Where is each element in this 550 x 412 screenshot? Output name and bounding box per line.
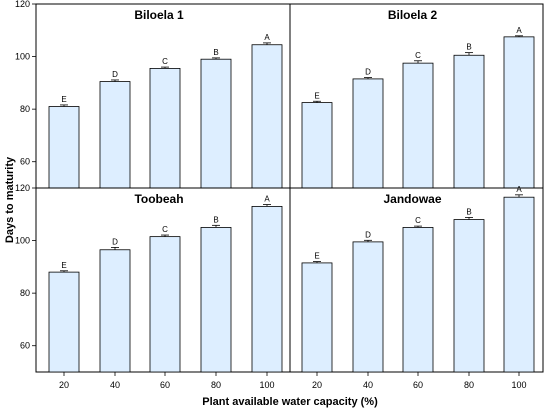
significance-letter: E [314,252,319,261]
significance-letter: D [112,237,118,246]
panel-title: Jandowae [383,192,441,206]
panel-title: Biloela 2 [388,8,438,22]
panel-title: Toobeah [134,192,183,206]
significance-letter: C [162,57,168,66]
significance-letter: B [213,215,218,224]
bar [251,44,283,189]
x-tick-label: 20 [59,380,69,390]
significance-letter: D [365,68,371,77]
bar [149,68,181,189]
bar [48,271,80,373]
x-tick-label: 100 [511,380,526,390]
y-tick-label: 120 [15,0,30,9]
bar [453,54,485,189]
bar [352,241,384,373]
significance-letter: D [112,70,118,79]
y-axis-title: Days to maturity [4,156,16,243]
x-tick-label: 100 [259,380,274,390]
significance-letter: B [213,48,218,57]
y-tick-label: 80 [20,104,30,114]
bar [99,249,131,373]
x-tick-label: 60 [413,380,423,390]
x-tick-label: 40 [110,380,120,390]
significance-letter: E [314,91,319,100]
significance-letter: E [61,95,66,104]
significance-letter: A [516,26,522,35]
bar [352,78,384,189]
bar [402,62,434,189]
significance-letter: A [264,195,270,204]
bar [48,106,80,189]
bar [503,36,535,189]
x-tick-label: 80 [464,380,474,390]
significance-letter: B [466,207,471,216]
x-tick-label: 40 [363,380,373,390]
significance-letter: A [264,33,270,42]
panel-toobeah: Toobeah E D C B A 60 80 100 120 20 40 60 80 100 [15,183,291,390]
x-tick-label: 80 [211,380,221,390]
x-axis-title: Plant available water capacity (%) [202,396,378,408]
bar [503,196,535,373]
significance-letter: E [61,261,66,270]
y-tick-label: 120 [15,183,30,193]
bar [200,227,232,373]
y-tick-label: 80 [20,288,30,298]
y-tick-label: 100 [15,236,30,246]
significance-letter: B [466,43,471,52]
bar [99,81,131,189]
bar [453,219,485,373]
y-tick-label: 60 [20,341,30,351]
bar [251,205,283,373]
bar [402,227,434,373]
significance-letter: C [415,51,421,60]
significance-letter: C [415,216,421,225]
x-tick-label: 60 [160,380,170,390]
significance-letter: C [162,225,168,234]
bar [200,58,232,189]
panel-title: Biloela 1 [134,8,184,22]
significance-letter: A [516,185,522,194]
bar [301,262,333,373]
panel-jandowae: Jandowae E D C B A 20 40 60 80 100 [289,185,544,390]
bar [301,102,333,189]
y-tick-label: 100 [15,52,30,62]
panel-biloela-2: Biloela 2 E D C B A [289,3,544,189]
bar [149,236,181,373]
y-tick-label: 60 [20,157,30,167]
significance-letter: D [365,230,371,239]
x-tick-label: 20 [312,380,322,390]
panel-biloela-1: Biloela 1 E D C B A 60 80 100 120 [15,0,291,189]
